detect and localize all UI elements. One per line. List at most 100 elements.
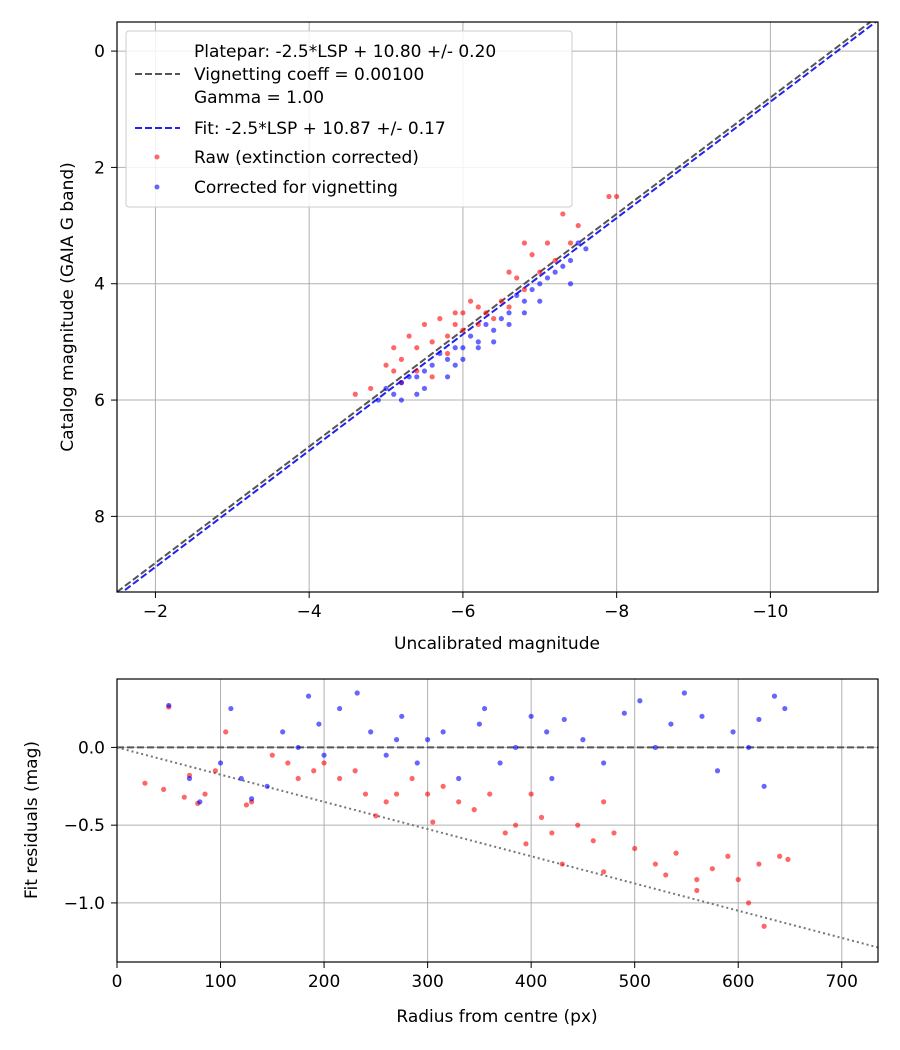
top-corrected-point [521, 310, 528, 316]
bottom-corrected-point [440, 729, 446, 735]
bottom-raw-point [745, 900, 752, 906]
top-corrected-point [506, 321, 512, 328]
top-corrected-point [575, 240, 581, 246]
bottom-corrected-point [217, 760, 224, 766]
top-corrected-point [460, 345, 466, 351]
bottom-corrected-point [730, 729, 736, 735]
bottom-corrected-point [321, 752, 327, 758]
bottom-x-axis-label: Radius from centre (px) [396, 1007, 597, 1027]
top-corrected-point [483, 321, 489, 328]
top-x-axis-label: Uncalibrated magnitude [394, 634, 600, 654]
bottom-y-tick-label: 0.0 [78, 738, 105, 758]
bottom-corrected-point [368, 729, 374, 735]
bottom-corrected-point [354, 690, 360, 696]
bottom-raw-point [725, 853, 731, 859]
bottom-raw-point [632, 845, 638, 852]
legend-fit-label: Fit: -2.5*LSP + 10.87 +/- 0.17 [194, 119, 446, 139]
top-raw-point [529, 252, 535, 258]
top-raw-point [452, 321, 458, 328]
bottom-raw-point [142, 780, 148, 786]
bottom-raw-point [202, 791, 208, 797]
top-corrected-point [452, 362, 458, 368]
top-corrected-point [552, 269, 558, 275]
top-plot-frame [116, 21, 879, 593]
bottom-raw-point [611, 830, 617, 836]
top-raw-point [544, 240, 551, 246]
top-y-axis-label: Catalog magnitude (GAIA G band) [58, 162, 78, 452]
bottom-x-tick-label: 500 [618, 972, 650, 992]
bottom-corrected-point [337, 705, 343, 712]
top-raw-point [506, 304, 512, 310]
bottom-raw-point [456, 799, 462, 805]
top-corrected-point [506, 310, 512, 316]
bottom-raw-point [487, 791, 493, 797]
bottom-raw-point [223, 729, 229, 735]
top-corrected-point [529, 286, 535, 293]
bottom-raw-point [352, 768, 358, 774]
bottom-x-tick-label: 0 [112, 972, 123, 992]
top-raw-point [537, 269, 543, 275]
top-corrected-point [537, 281, 543, 287]
top-x-tick-label: −2 [143, 602, 168, 622]
top-raw-point [406, 333, 412, 339]
bottom-corrected-point [166, 702, 172, 709]
bottom-corrected-point [699, 713, 705, 719]
bottom-raw-point [383, 799, 389, 805]
bottom-corrected-point [393, 737, 400, 743]
bottom-corrected-point [745, 744, 752, 751]
top-corrected-point [467, 333, 474, 339]
top-y-tick-label: 2 [94, 158, 105, 178]
bottom-raw-point [761, 923, 767, 929]
legend-raw-label: Raw (extinction corrected) [194, 148, 419, 168]
bottom-raw-point [673, 850, 679, 856]
top-corrected-point [444, 374, 451, 380]
top-corrected-point [391, 391, 397, 397]
bottom-raw-point [409, 775, 415, 782]
bottom-x-tick-label: 300 [411, 972, 443, 992]
top-raw-point [460, 327, 466, 333]
bottom-corrected-point [295, 744, 301, 751]
top-raw-point [368, 385, 374, 392]
top-raw-point [614, 193, 620, 200]
bottom-raw-point [528, 791, 534, 797]
top-raw-point [383, 362, 389, 368]
bottom-raw-point [181, 794, 187, 800]
bottom-raw-point [785, 856, 791, 862]
legend-corrected-label: Corrected for vignetting [194, 178, 398, 198]
bottom-corrected-point [513, 744, 519, 751]
bottom-corrected-point [681, 690, 687, 696]
top-raw-point [575, 222, 581, 229]
bottom-raw-point [425, 791, 431, 797]
bottom-tick-marks: 0 100 200 300 400 500 600 700 0.0 −0.5 −1.0 [64, 738, 858, 992]
bottom-corrected-point [383, 752, 389, 758]
top-y-tick-label: 6 [94, 391, 105, 411]
bottom-y-tick-label: −0.5 [64, 816, 105, 836]
top-corrected-point [567, 281, 574, 287]
top-raw-point [475, 321, 481, 328]
bottom-raw-point [559, 861, 565, 867]
bottom-raw-point [295, 775, 301, 782]
top-corrected-point [583, 246, 589, 252]
bottom-raw-point [321, 760, 327, 766]
bottom-raw-point [694, 887, 700, 894]
top-corrected-point [421, 368, 428, 374]
top-y-tick-label: 4 [94, 275, 105, 295]
top-corrected-point [414, 374, 420, 380]
bottom-raw-point [663, 872, 669, 878]
legend-gamma-label: Gamma = 1.00 [194, 88, 324, 108]
top-chart-panel: −2 −4 −6 −8 −10 0 2 4 6 8 Platepar: -2.5*LSP + 10… [58, 21, 879, 654]
top-raw-point [444, 350, 451, 357]
bottom-corrected-point [197, 799, 203, 805]
bottom-corrected-point [652, 744, 658, 751]
legend-box [125, 30, 573, 208]
bottom-corrected-point [425, 737, 431, 743]
top-corrected-point [437, 350, 443, 357]
bottom-raw-point [652, 861, 658, 867]
bottom-corrected-point [637, 698, 643, 704]
bottom-corrected-point [280, 729, 286, 735]
top-corrected-point [567, 257, 574, 264]
bottom-raw-point [756, 861, 762, 867]
top-platepar-line [117, 22, 872, 592]
top-corrected-point [452, 345, 458, 351]
top-corrected-point [544, 275, 551, 281]
